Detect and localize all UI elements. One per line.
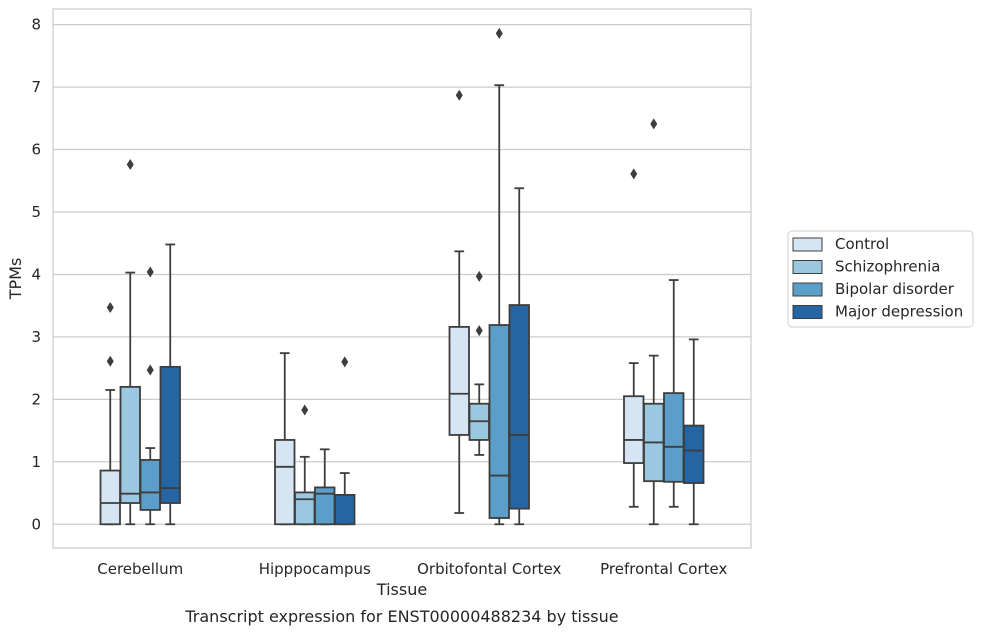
outlier-marker — [341, 356, 349, 368]
box-glyph — [683, 338, 705, 526]
x-tick-label: Orbitofontal Cortex — [417, 560, 561, 578]
y-tick-label: 8 — [31, 16, 41, 34]
box-glyph — [99, 302, 121, 526]
outlier-marker — [475, 325, 483, 337]
legend-label: Major depression — [835, 303, 963, 321]
legend-frame — [787, 230, 974, 328]
box-glyph — [468, 270, 490, 456]
box-iqr — [139, 459, 161, 511]
legend-swatch — [792, 237, 823, 252]
y-tick-label: 5 — [31, 203, 41, 221]
box-iqr — [488, 324, 510, 519]
box-glyph — [663, 279, 685, 508]
legend-swatch — [792, 305, 823, 319]
box-glyph — [139, 266, 161, 526]
chart-caption: Transcript expression for ENST0000048823… — [184, 607, 618, 626]
box-glyph — [119, 159, 141, 526]
outlier-marker — [146, 364, 154, 376]
y-tick-label: 3 — [31, 328, 41, 346]
box-iqr — [508, 304, 530, 510]
box-iqr — [663, 392, 685, 483]
box-iqr — [623, 395, 645, 464]
outlier-marker — [146, 266, 154, 278]
x-axis-ticks: Cerebellum Hipppocampus Orbitofontal Corte… — [97, 560, 727, 578]
box-iqr — [683, 424, 705, 484]
legend-item: Schizophrenia — [792, 258, 940, 276]
box-iqr — [119, 385, 141, 504]
series-group — [159, 187, 705, 526]
legend-item: Bipolar disorder — [792, 280, 955, 298]
box-glyph — [274, 352, 296, 526]
legend-label: Control — [835, 235, 889, 253]
y-tick-label: 1 — [31, 453, 41, 471]
box-glyph — [334, 356, 356, 526]
legend-swatch — [792, 282, 823, 297]
legend-label: Schizophrenia — [835, 258, 940, 276]
box-glyph — [488, 27, 510, 526]
box-glyph — [623, 168, 645, 508]
box-iqr — [448, 326, 470, 436]
y-tick-label: 7 — [31, 78, 41, 96]
series-group — [99, 89, 645, 526]
box-glyph — [314, 448, 336, 526]
x-tick-label: Cerebellum — [97, 560, 183, 578]
box-glyph — [159, 243, 181, 526]
box-glyph — [508, 187, 530, 526]
y-tick-label: 6 — [31, 141, 41, 159]
outlier-marker — [650, 118, 658, 130]
x-axis-label: Tissue — [376, 580, 427, 599]
box-iqr — [274, 439, 296, 526]
series-group — [139, 27, 685, 526]
y-axis-ticks: 0 1 2 3 4 5 6 7 8 — [31, 16, 41, 534]
outlier-marker — [106, 355, 114, 367]
outlier-marker — [126, 159, 134, 171]
box-glyph — [448, 89, 470, 514]
outlier-marker — [495, 27, 503, 39]
plot-area-frame — [52, 8, 752, 549]
outlier-marker — [630, 168, 638, 180]
x-tick-label: Prefrontal Cortex — [600, 560, 727, 578]
x-tick-label: Hipppocampus — [259, 560, 371, 578]
outlier-marker — [475, 270, 483, 282]
box-iqr — [294, 491, 316, 526]
legend-label: Bipolar disorder — [835, 280, 955, 298]
box-series — [99, 27, 705, 526]
y-tick-label: 4 — [31, 265, 41, 283]
outlier-marker — [301, 404, 309, 416]
legend-item: Control — [792, 235, 889, 253]
outlier-marker — [106, 302, 114, 314]
series-group — [119, 118, 665, 526]
box-iqr — [334, 494, 356, 526]
legend-swatch — [792, 260, 823, 274]
box-iqr — [99, 469, 121, 526]
chart-legend: Control Schizophrenia Bipolar disorder Majo… — [787, 230, 974, 328]
box-iqr — [159, 365, 181, 504]
y-tick-label: 0 — [31, 515, 41, 533]
y-tick-label: 2 — [31, 390, 41, 408]
box-glyph — [294, 404, 316, 526]
y-axis-label: TPMs — [6, 258, 25, 301]
box-glyph — [643, 118, 665, 526]
legend-item: Major depression — [792, 303, 963, 321]
outlier-marker — [455, 89, 463, 101]
